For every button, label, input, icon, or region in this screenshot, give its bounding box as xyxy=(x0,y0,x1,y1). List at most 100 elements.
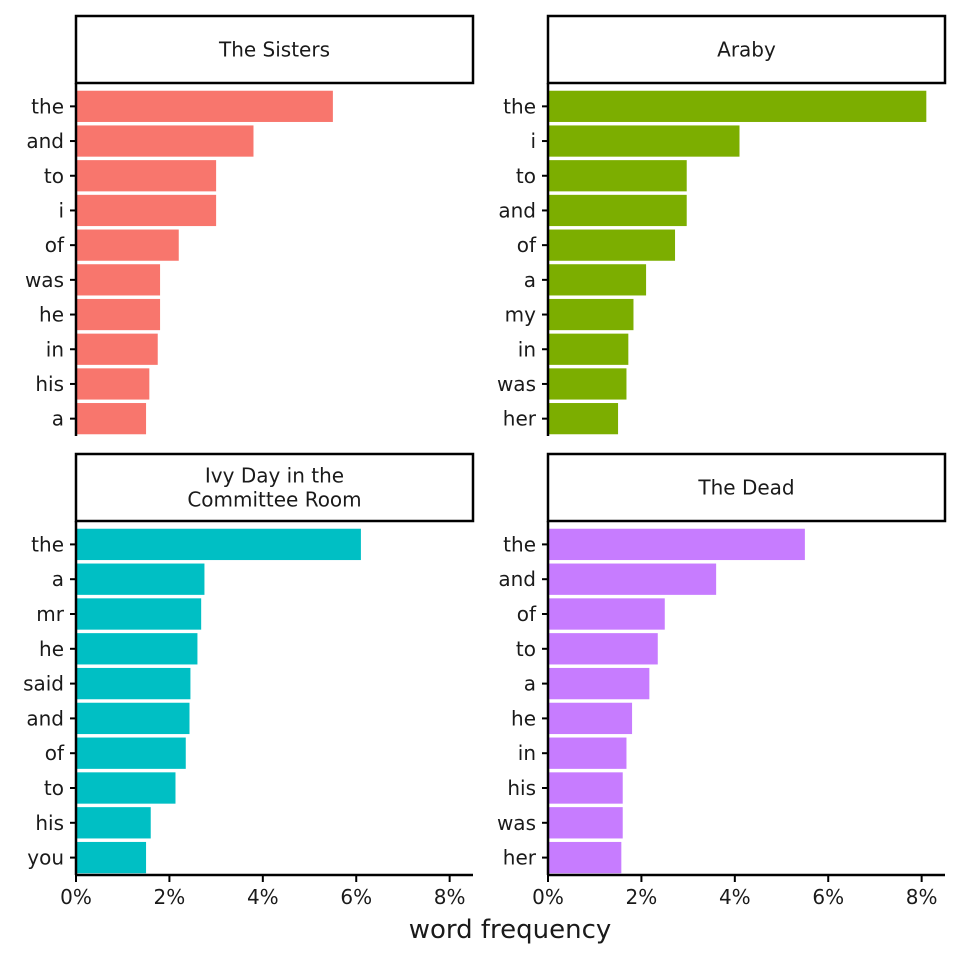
bar xyxy=(548,807,623,839)
bar xyxy=(76,598,202,630)
y-tick-label: his xyxy=(507,776,536,800)
y-tick-label: the xyxy=(31,94,64,118)
bar xyxy=(76,368,150,400)
y-tick-label: a xyxy=(524,268,536,292)
facet-title: The Sisters xyxy=(218,38,330,62)
y-tick-label: in xyxy=(518,741,536,765)
y-tick-label: a xyxy=(52,407,64,431)
bar xyxy=(548,298,634,331)
y-tick-label: he xyxy=(39,303,64,327)
x-tick-label: 8% xyxy=(434,885,466,909)
y-tick-label: of xyxy=(517,602,537,626)
bar xyxy=(548,229,676,261)
bar xyxy=(548,264,647,296)
y-tick-label: he xyxy=(39,637,64,661)
y-tick-label: was xyxy=(497,372,536,396)
bar xyxy=(548,160,687,192)
y-tick-label: he xyxy=(511,706,536,730)
y-tick-label: to xyxy=(516,637,536,661)
bar xyxy=(76,702,190,735)
y-tick-label: a xyxy=(52,567,64,591)
x-tick-label: 2% xyxy=(626,885,658,909)
bar xyxy=(548,841,622,874)
y-tick-label: and xyxy=(26,129,64,153)
bar xyxy=(76,194,217,227)
bar xyxy=(548,702,633,735)
x-tick-label: 6% xyxy=(812,885,844,909)
y-tick-label: the xyxy=(503,94,536,118)
y-tick-label: her xyxy=(503,846,537,870)
y-tick-label: the xyxy=(31,532,64,556)
bar xyxy=(548,368,627,400)
bar xyxy=(548,633,658,665)
y-tick-label: his xyxy=(35,372,64,396)
bar xyxy=(76,737,186,769)
facet-strip xyxy=(74,14,475,85)
y-tick-label: the xyxy=(503,532,536,556)
bar xyxy=(76,333,158,365)
bar xyxy=(76,264,161,296)
x-tick-label: 4% xyxy=(719,885,751,909)
y-tick-label: my xyxy=(505,303,536,327)
facet-strip xyxy=(546,14,947,85)
x-tick-label: 0% xyxy=(532,885,564,909)
x-tick-label: 0% xyxy=(60,885,92,909)
x-axis-title: word frequency xyxy=(409,915,612,945)
y-tick-label: his xyxy=(35,811,64,835)
x-tick-label: 6% xyxy=(340,885,372,909)
facet-title: The Dead xyxy=(697,476,794,500)
bar xyxy=(548,772,623,804)
y-tick-label: and xyxy=(498,567,536,591)
x-tick-label: 4% xyxy=(247,885,279,909)
bar xyxy=(548,598,665,630)
bar xyxy=(548,667,650,700)
bar xyxy=(548,90,927,122)
bar xyxy=(548,528,805,561)
y-tick-label: was xyxy=(497,811,536,835)
facet-strip xyxy=(74,452,475,523)
facet-title: Committee Room xyxy=(187,488,361,512)
bar xyxy=(548,194,687,227)
y-tick-label: to xyxy=(44,164,64,188)
y-tick-label: of xyxy=(45,233,65,257)
bar xyxy=(76,160,217,192)
bar xyxy=(76,807,151,839)
bar xyxy=(76,563,205,595)
bar xyxy=(548,737,627,769)
y-tick-label: mr xyxy=(36,602,64,626)
bar xyxy=(548,125,740,157)
y-tick-label: i xyxy=(530,129,536,153)
bar xyxy=(76,229,179,261)
y-tick-label: i xyxy=(58,198,64,222)
y-tick-label: to xyxy=(516,164,536,188)
y-tick-label: to xyxy=(44,776,64,800)
bar xyxy=(548,563,717,595)
bar xyxy=(76,125,254,157)
facet-title: Araby xyxy=(717,38,776,62)
x-tick-label: 2% xyxy=(154,885,186,909)
y-tick-label: and xyxy=(26,706,64,730)
y-tick-label: said xyxy=(23,672,64,696)
bar xyxy=(76,403,147,435)
y-tick-label: in xyxy=(46,337,64,361)
bar xyxy=(76,841,147,874)
facet-title: Ivy Day in the xyxy=(205,464,344,488)
y-tick-label: you xyxy=(27,846,64,870)
bar xyxy=(76,298,161,331)
y-tick-label: was xyxy=(25,268,64,292)
y-tick-label: of xyxy=(517,233,537,257)
y-tick-label: of xyxy=(45,741,65,765)
y-tick-label: a xyxy=(524,672,536,696)
y-tick-label: and xyxy=(498,198,536,222)
bar xyxy=(548,333,629,365)
x-tick-label: 8% xyxy=(906,885,938,909)
y-tick-label: her xyxy=(503,407,537,431)
y-tick-label: in xyxy=(518,337,536,361)
bar xyxy=(76,528,361,561)
bar xyxy=(76,667,191,700)
bar xyxy=(76,772,176,804)
facet-strip xyxy=(546,452,947,523)
bar xyxy=(548,403,619,435)
bar xyxy=(76,90,333,122)
